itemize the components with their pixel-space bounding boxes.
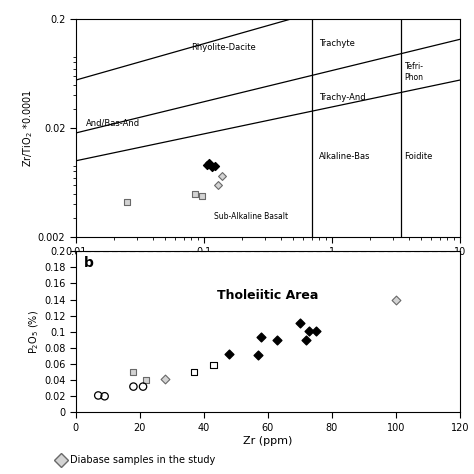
Point: [226, 351, 233, 358]
Point: [101, 392, 109, 400]
Point: [306, 327, 313, 335]
Point: [208, 163, 215, 171]
Point: [255, 351, 262, 359]
Text: Trachyte: Trachyte: [319, 39, 356, 48]
Point: [214, 181, 221, 189]
Point: [191, 190, 199, 197]
Text: Tefri-
Phon: Tefri- Phon: [404, 63, 423, 82]
Point: [130, 383, 137, 391]
Point: [139, 383, 147, 391]
Point: [312, 327, 319, 335]
Point: [142, 376, 150, 384]
Legend: Diabase samples in the study: Diabase samples in the study: [52, 451, 219, 469]
Y-axis label: Zr/TiO$_2$ *0.0001: Zr/TiO$_2$ *0.0001: [21, 89, 35, 167]
Point: [210, 361, 217, 369]
Text: Sub-Alkaline Basalt: Sub-Alkaline Basalt: [214, 212, 288, 221]
Point: [392, 296, 400, 303]
Text: Trachy-And: Trachy-And: [319, 93, 366, 102]
Point: [94, 392, 102, 399]
Point: [258, 334, 265, 341]
Point: [296, 319, 304, 327]
Point: [191, 368, 198, 376]
Point: [198, 192, 206, 200]
X-axis label: Zr (ppm): Zr (ppm): [243, 436, 292, 446]
Point: [302, 336, 310, 344]
Text: Rhyolite-Dacite: Rhyolite-Dacite: [191, 43, 256, 52]
Point: [205, 159, 213, 167]
Point: [211, 162, 219, 170]
Text: Alkaline-Bas: Alkaline-Bas: [319, 152, 371, 161]
X-axis label: Nb/Y: Nb/Y: [255, 260, 281, 270]
Text: b: b: [83, 256, 93, 270]
Point: [203, 161, 210, 169]
Text: Tholeiitic Area: Tholeiitic Area: [217, 289, 319, 302]
Y-axis label: P$_2$O$_5$ (%): P$_2$O$_5$ (%): [27, 310, 41, 354]
Point: [130, 368, 137, 376]
Text: And/Bas-And: And/Bas-And: [86, 119, 140, 128]
Point: [123, 198, 130, 206]
Point: [218, 173, 226, 180]
Point: [162, 375, 169, 383]
Point: [273, 336, 281, 344]
Text: Foidite: Foidite: [404, 152, 433, 161]
